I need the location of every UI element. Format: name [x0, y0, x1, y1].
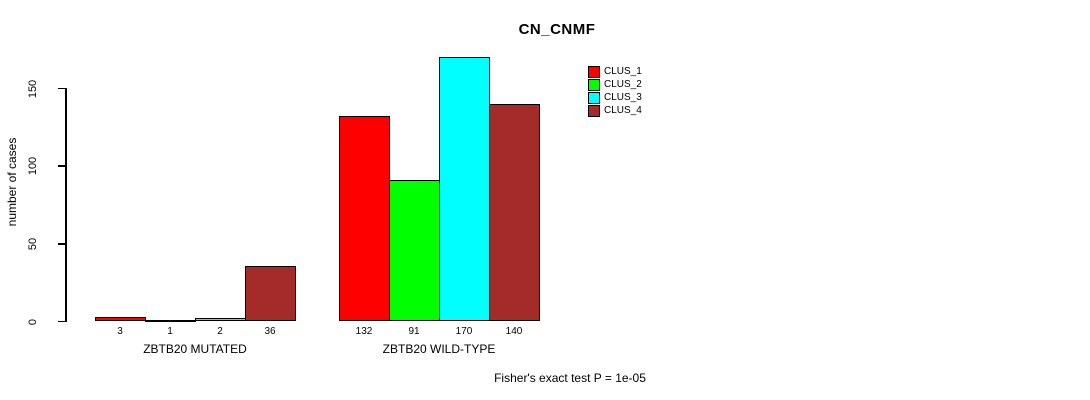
- y-tick-label: 150: [27, 79, 39, 98]
- bar-value-label: 132: [355, 326, 373, 337]
- y-tick-label: 50: [27, 237, 39, 250]
- bar-value-label: 36: [264, 326, 276, 337]
- bar-value-label: 170: [455, 326, 473, 337]
- legend-label: CLUS_4: [604, 105, 642, 116]
- bar-clus_1-wildtype: [339, 116, 390, 322]
- legend-swatch: [588, 78, 600, 91]
- legend-label: CLUS_2: [604, 79, 642, 90]
- y-tick: [58, 320, 66, 323]
- bar-clus_4-wildtype: [489, 104, 540, 322]
- group-label: ZBTB20 WILD-TYPE: [382, 342, 496, 356]
- y-tick-label: 100: [27, 156, 39, 176]
- bar-value-label: 140: [505, 326, 523, 337]
- stat-annotation: Fisher's exact test P = 1e-05: [494, 371, 646, 385]
- legend-label: CLUS_3: [604, 92, 642, 103]
- group-label: ZBTB20 MUTATED: [143, 342, 247, 356]
- y-tick: [58, 87, 66, 90]
- legend-item: CLUS_2: [588, 78, 642, 91]
- legend-item: CLUS_4: [588, 104, 642, 117]
- legend-item: CLUS_3: [588, 91, 642, 104]
- bar-value-label: 1: [167, 326, 173, 337]
- bar-value-label: 91: [408, 326, 420, 337]
- bar-clus_1-mutated: [95, 316, 146, 322]
- bar-clus_4-mutated: [245, 265, 296, 322]
- y-tick: [58, 243, 66, 245]
- legend-swatch: [588, 91, 600, 104]
- y-tick: [58, 165, 66, 167]
- bar-clus_2-mutated: [145, 319, 196, 322]
- legend: CLUS_1 CLUS_2 CLUS_3 CLUS_4: [588, 65, 642, 117]
- bar-value-label: 3: [117, 326, 123, 337]
- legend-item: CLUS_1: [588, 65, 642, 78]
- legend-label: CLUS_1: [604, 66, 642, 77]
- y-axis-label: number of cases: [5, 137, 19, 227]
- bar-clus_3-wildtype: [439, 57, 490, 322]
- bar-clus_2-wildtype: [389, 180, 440, 322]
- chart-title: CN_CNMF: [518, 21, 596, 38]
- y-axis-line: [65, 88, 67, 322]
- legend-swatch: [588, 65, 600, 78]
- bar-clus_3-mutated: [195, 318, 246, 322]
- bar-value-label: 2: [217, 326, 223, 337]
- y-tick-label: 0: [27, 318, 39, 325]
- legend-swatch: [588, 104, 600, 117]
